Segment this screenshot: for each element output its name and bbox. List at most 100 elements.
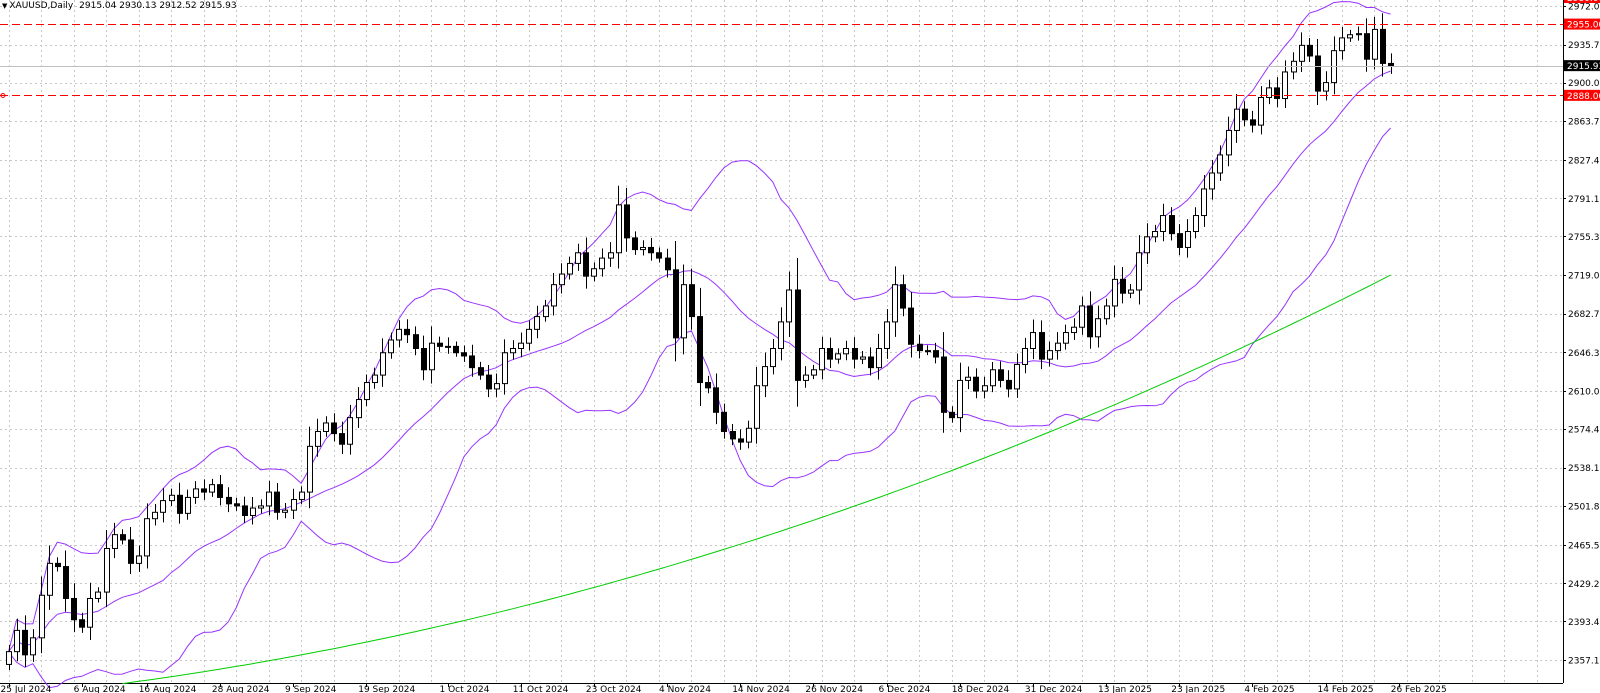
candle-bullish xyxy=(1030,332,1036,350)
candle-bearish xyxy=(1274,87,1280,100)
price-axis-label: 2429.20 xyxy=(1568,580,1600,590)
candle-bullish xyxy=(860,356,866,360)
candle-bearish xyxy=(1380,28,1386,64)
candle-bearish xyxy=(827,348,833,360)
candle-bullish xyxy=(526,328,532,344)
candle-bearish xyxy=(624,204,630,239)
level-price-label: 2888.00 xyxy=(1567,92,1600,102)
candle-bullish xyxy=(819,348,825,371)
candle-bullish xyxy=(1226,129,1232,156)
candle-bullish xyxy=(543,305,549,318)
candle-bearish xyxy=(1087,305,1093,338)
candle-bearish xyxy=(120,534,126,541)
level-price-label: 2955.00 xyxy=(1567,21,1600,31)
candle-bullish xyxy=(1136,252,1142,291)
candle-bearish xyxy=(689,284,695,318)
candle-bearish xyxy=(583,252,589,277)
candle-bullish xyxy=(616,204,622,254)
candle-bullish xyxy=(494,383,500,390)
candle-bullish xyxy=(502,352,508,385)
candle-bullish xyxy=(892,284,898,323)
dropdown-arrow-icon[interactable]: ▼ xyxy=(2,2,8,10)
bollinger-middle-band xyxy=(8,70,1391,653)
candle-bullish xyxy=(1104,305,1110,320)
candle-bullish xyxy=(258,505,264,509)
candle-bullish xyxy=(640,246,646,251)
candle-bullish xyxy=(1299,44,1305,62)
candle-bullish xyxy=(762,366,768,387)
time-axis-label: 31 Dec 2024 xyxy=(1025,685,1083,693)
candle-bullish xyxy=(282,509,288,513)
candle-bearish xyxy=(941,356,947,413)
candle-bearish xyxy=(226,496,232,505)
time-axis-label: 18 Dec 2024 xyxy=(952,685,1010,693)
candle-bullish xyxy=(1258,96,1264,126)
candle-bullish xyxy=(372,374,378,384)
candle-bullish xyxy=(1209,172,1215,190)
time-axis-label: 4 Feb 2025 xyxy=(1244,685,1294,693)
candle-bullish xyxy=(1071,326,1077,334)
price-axis-label: 2755.35 xyxy=(1568,233,1600,243)
candle-bullish xyxy=(803,374,809,381)
candle-bearish xyxy=(486,374,492,390)
price-axis-label: 2574.40 xyxy=(1568,425,1600,435)
candle-bullish xyxy=(965,376,971,381)
level-anchor-marker xyxy=(0,93,6,98)
candle-bullish xyxy=(1079,305,1085,328)
candle-bullish xyxy=(380,352,386,376)
candle-bullish xyxy=(95,591,101,599)
price-axis-label: 2791.10 xyxy=(1568,195,1600,205)
candle-bullish xyxy=(884,321,890,350)
price-axis-label: 2935.75 xyxy=(1568,41,1600,51)
candle-bullish xyxy=(1152,230,1158,238)
time-axis-label: 1 Oct 2024 xyxy=(440,685,490,693)
candle-bullish xyxy=(104,547,110,593)
candle-bearish xyxy=(339,433,345,445)
candle-bearish xyxy=(900,284,906,309)
candle-bullish xyxy=(510,348,516,354)
candle-bullish xyxy=(356,399,362,419)
moving-average-line xyxy=(122,274,1391,685)
candle-bullish xyxy=(429,342,435,371)
candle-bullish xyxy=(551,284,557,307)
time-axis-label: 9 Sep 2024 xyxy=(285,685,337,693)
candle-bullish xyxy=(559,273,565,286)
time-axis-label: 26 Nov 2024 xyxy=(805,685,863,693)
candle-bearish xyxy=(71,597,77,621)
level-price-tag xyxy=(1564,0,1600,3)
candle-bearish xyxy=(1388,62,1394,67)
candle-bullish xyxy=(567,262,573,275)
price-axis-label: 2538.10 xyxy=(1568,464,1600,474)
candle-bearish xyxy=(234,503,240,507)
candle-bearish xyxy=(795,289,801,381)
candle-bullish xyxy=(1160,215,1166,232)
candle-bullish xyxy=(1234,108,1240,131)
candle-bullish xyxy=(152,511,158,520)
candle-bearish xyxy=(453,345,459,354)
candle-bullish xyxy=(518,342,524,350)
candle-bullish xyxy=(1185,230,1191,248)
candle-bearish xyxy=(79,619,85,628)
candle-bearish xyxy=(413,334,419,350)
candle-bearish xyxy=(852,348,858,360)
price-axis-label: 2719.05 xyxy=(1568,272,1600,282)
candle-bullish xyxy=(1095,318,1101,338)
candle-bearish xyxy=(55,562,61,568)
candle-bullish xyxy=(209,484,215,493)
candle-bearish xyxy=(973,376,979,392)
candle-bullish xyxy=(1323,82,1329,92)
time-axis-label: 4 Nov 2024 xyxy=(659,685,711,693)
candle-bearish xyxy=(22,629,28,656)
candle-bullish xyxy=(1339,37,1345,52)
candle-bullish xyxy=(786,289,792,323)
candle-bullish xyxy=(835,353,841,360)
candle-bullish xyxy=(591,268,597,277)
candle-bullish xyxy=(315,430,321,447)
candle-bearish xyxy=(437,342,443,347)
price-axis-label: 2863.70 xyxy=(1568,118,1600,128)
candle-bearish xyxy=(908,307,914,345)
candle-bullish xyxy=(291,499,297,511)
candle-bearish xyxy=(998,369,1004,381)
